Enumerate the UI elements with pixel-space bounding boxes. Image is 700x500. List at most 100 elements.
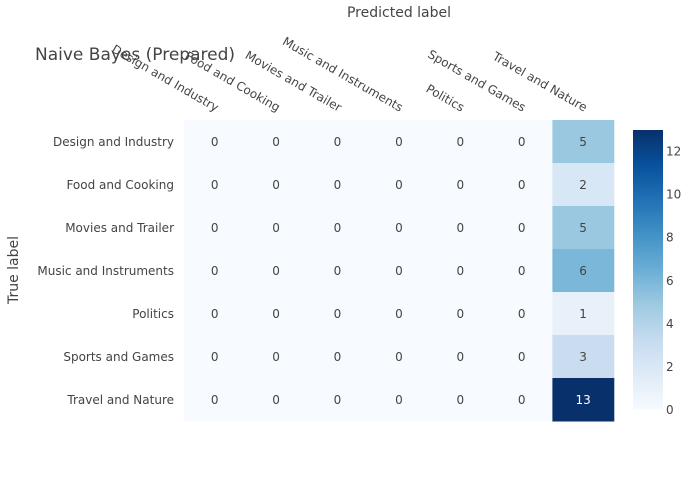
heatmap-cell xyxy=(184,292,246,336)
y-axis-tick-labels: Design and Industry Food and Cooking Movie… xyxy=(37,135,174,407)
heatmap-cell xyxy=(306,120,369,164)
cell-value-label: 0 xyxy=(395,393,403,407)
colorbar-tick-labels: 0 2 4 6 8 10 12 xyxy=(666,145,681,417)
cell-value-label: 0 xyxy=(211,221,219,235)
cell-value-label: 5 xyxy=(579,221,587,235)
heatmap-cell xyxy=(552,378,615,422)
heatmap-cell xyxy=(552,249,615,293)
y-tick-label: Travel and Nature xyxy=(66,393,174,407)
colorbar-tick-label: 12 xyxy=(666,145,681,159)
y-tick-label: Music and Instruments xyxy=(37,264,174,278)
heatmap-cell xyxy=(245,249,308,293)
colorbar-tick-label: 6 xyxy=(666,274,674,288)
cell-value-label: 0 xyxy=(395,221,403,235)
heatmap-cell xyxy=(245,378,308,422)
heatmap-cell xyxy=(306,163,369,207)
cell-value-label: 0 xyxy=(272,264,280,278)
cell-value-label: 0 xyxy=(272,221,280,235)
heatmap-cell xyxy=(368,163,431,207)
cell-value-label: 5 xyxy=(579,135,587,149)
heatmap-cells xyxy=(184,120,615,422)
heatmap-cell xyxy=(491,335,553,379)
heatmap-cell xyxy=(552,163,615,207)
cell-value-label: 0 xyxy=(518,135,526,149)
cell-value-label: 0 xyxy=(211,264,219,278)
heatmap-cell xyxy=(429,378,492,422)
cell-value-label: 0 xyxy=(334,221,342,235)
colorbar-gradient xyxy=(633,130,663,410)
cell-value-label: 0 xyxy=(272,350,280,364)
heatmap-cell xyxy=(306,292,369,336)
cell-value-label: 0 xyxy=(272,307,280,321)
heatmap-cell-labels: 0 0 0 0 0 0 5 0 0 0 0 0 0 2 0 0 0 0 0 0 5 0 0 0 0 0 0 6 0 0 0 0 0 0 1 0 0 0 0 0… xyxy=(211,135,591,407)
heatmap-cell xyxy=(368,335,431,379)
cell-value-label: 0 xyxy=(395,350,403,364)
heatmap-cell xyxy=(306,378,369,422)
cell-value-label: 0 xyxy=(211,350,219,364)
heatmap-cell xyxy=(184,378,246,422)
heatmap-cell xyxy=(552,292,615,336)
heatmap-cell xyxy=(491,292,553,336)
cell-value-label: 0 xyxy=(456,307,464,321)
heatmap-cell xyxy=(306,335,369,379)
cell-value-label: 0 xyxy=(456,221,464,235)
heatmap-cell xyxy=(245,163,308,207)
heatmap-cell xyxy=(184,249,246,293)
cell-value-label: 0 xyxy=(211,307,219,321)
heatmap-cell xyxy=(306,206,369,250)
heatmap-cell xyxy=(552,206,615,250)
heatmap-cell xyxy=(245,206,308,250)
heatmap-cell xyxy=(429,335,492,379)
heatmap-cell xyxy=(491,249,553,293)
cell-value-label: 0 xyxy=(211,135,219,149)
heatmap-cell xyxy=(368,292,431,336)
heatmap-cell xyxy=(368,378,431,422)
heatmap-cell xyxy=(184,335,246,379)
cell-value-label: 0 xyxy=(395,178,403,192)
cell-value-label: 0 xyxy=(272,178,280,192)
cell-value-label: 0 xyxy=(334,393,342,407)
cell-value-label: 0 xyxy=(456,135,464,149)
cell-value-label: 0 xyxy=(456,178,464,192)
cell-value-label: 0 xyxy=(334,350,342,364)
cell-value-label: 0 xyxy=(334,135,342,149)
y-axis-label: True label xyxy=(6,236,22,305)
heatmap-cell xyxy=(491,206,553,250)
cell-value-label: 0 xyxy=(456,350,464,364)
x-axis-label: Predicted label xyxy=(347,5,451,21)
cell-value-label: 3 xyxy=(579,350,587,364)
cell-value-label: 0 xyxy=(518,307,526,321)
heatmap-cell xyxy=(245,292,308,336)
colorbar-tick-label: 8 xyxy=(666,231,674,245)
chart-title: Naive Bayes (Prepared) xyxy=(35,45,235,65)
cell-value-label: 0 xyxy=(334,178,342,192)
cell-value-label: 0 xyxy=(395,264,403,278)
heatmap-cell xyxy=(245,120,308,164)
heatmap-cell xyxy=(429,292,492,336)
cell-value-label: 1 xyxy=(579,307,587,321)
y-tick-label: Food and Cooking xyxy=(66,178,174,192)
cell-value-label: 0 xyxy=(395,307,403,321)
heatmap-cell xyxy=(552,335,615,379)
cell-value-label: 0 xyxy=(518,393,526,407)
cell-value-label: 0 xyxy=(211,393,219,407)
heatmap-cell xyxy=(429,163,492,207)
y-tick-label: Politics xyxy=(132,307,174,321)
cell-value-label: 0 xyxy=(395,135,403,149)
cell-value-label: 13 xyxy=(575,393,590,407)
cell-value-label: 0 xyxy=(518,221,526,235)
cell-value-label: 0 xyxy=(272,393,280,407)
cell-value-label: 0 xyxy=(211,178,219,192)
colorbar-tick-label: 0 xyxy=(666,403,674,417)
heatmap-cell xyxy=(491,120,553,164)
cell-value-label: 0 xyxy=(518,264,526,278)
cell-value-label: 0 xyxy=(518,350,526,364)
colorbar-tick-label: 2 xyxy=(666,360,674,374)
heatmap-cell xyxy=(491,378,553,422)
heatmap-cell xyxy=(184,163,246,207)
heatmap-cell xyxy=(429,249,492,293)
heatmap-cell xyxy=(429,120,492,164)
heatmap-cell xyxy=(245,335,308,379)
heatmap-cell xyxy=(306,249,369,293)
